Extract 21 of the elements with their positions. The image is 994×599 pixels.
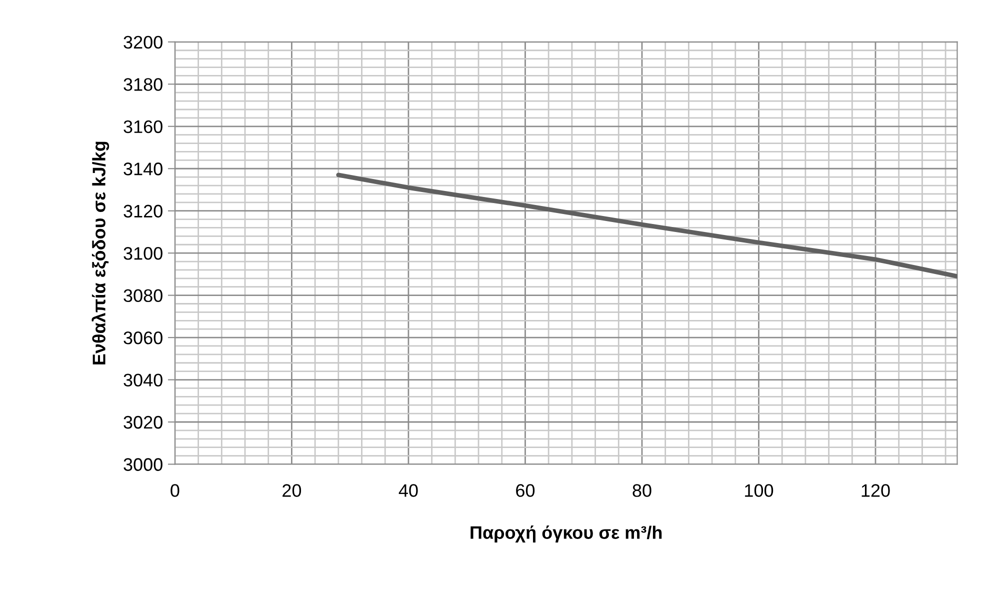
y-tick-label: 3020 (124, 416, 162, 429)
x-tick-label: 40 (398, 484, 418, 497)
y-tick-label: 3100 (124, 247, 162, 260)
line-series (336, 172, 958, 279)
x-tick-label: 80 (632, 484, 652, 497)
y-tick-label: 3200 (124, 36, 162, 49)
y-tick-label: 3180 (124, 78, 162, 91)
x-tick-label: 100 (745, 484, 774, 497)
x-axis-title: Παροχή όγκου σε m³/h (470, 526, 662, 543)
x-tick-label: 120 (862, 484, 890, 497)
y-tick-label: 3040 (124, 374, 162, 386)
y-tick-label: 3000 (124, 458, 162, 471)
y-tick-label: 3120 (124, 204, 162, 218)
y-tick-label: 3160 (124, 120, 162, 134)
y-axis-title: Ενθαλπία εξόδου σε kJ/kg (92, 142, 110, 364)
y-tick-label: 3060 (124, 331, 162, 344)
x-tick-label: 20 (282, 484, 302, 497)
y-tick-label: 3080 (124, 289, 162, 302)
y-tick-label: 3140 (124, 162, 162, 176)
x-tick-label: 0 (170, 484, 180, 497)
x-tick-label: 60 (516, 484, 535, 497)
